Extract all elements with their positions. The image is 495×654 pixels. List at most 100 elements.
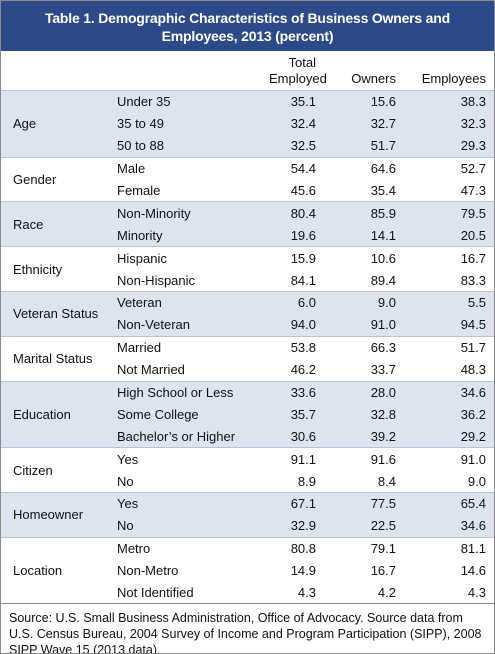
table-row: Citizen Yes 91.1 91.6 91.0 — [1, 448, 494, 478]
cell-value: 84.1 — [290, 272, 316, 288]
cell-value: 29.3 — [460, 138, 486, 154]
cell-value: 5.5 — [467, 295, 486, 311]
cell-value: 8.4 — [377, 473, 396, 489]
table-row: 50 to 88 32.5 51.7 29.3 — [1, 135, 494, 157]
row-group: Education High School or Less 33.6 28.0 34.6… — [1, 381, 494, 448]
row-label: Female — [117, 183, 161, 198]
group-label: Gender — [13, 172, 57, 188]
table-row: Location Metro 80.8 79.1 81.1 — [1, 537, 494, 578]
row-label: Male — [117, 161, 146, 177]
cell-value: 9.0 — [467, 473, 486, 489]
cell-value: 85.9 — [370, 205, 396, 221]
cell-value: 32.3 — [460, 116, 486, 132]
row-group: Race Non-Minority 80.4 85.9 79.5 Minority 19.6… — [1, 201, 494, 247]
source-note: Source: U.S. Small Business Administrati… — [1, 603, 494, 653]
cell-value: 34.6 — [460, 518, 486, 534]
cell-value: 36.2 — [460, 406, 486, 422]
row-group: Ethnicity Hispanic 15.9 10.6 16.7 Non-Hispani… — [1, 246, 494, 292]
row-label: No — [117, 473, 134, 489]
cell-value: 81.1 — [460, 541, 486, 557]
cell-value: 4.3 — [467, 585, 486, 601]
cell-value: 35.7 — [290, 406, 316, 422]
table-row: Homeowner Yes 67.1 77.5 65.4 — [1, 493, 494, 522]
cell-value: 52.7 — [460, 161, 486, 177]
table-row: Education High School or Less 33.6 28.0 34.6 — [1, 381, 494, 422]
group-label: Age — [13, 116, 37, 132]
row-label: Not Married — [117, 362, 185, 378]
cell-value: 38.3 — [460, 94, 486, 110]
header-row: Total Employed Owners Employees — [1, 51, 494, 91]
blank-header — [1, 51, 109, 91]
cell-value: 51.7 — [460, 340, 486, 356]
cell-value: 53.8 — [290, 340, 316, 356]
table-row: No 8.9 8.4 9.0 — [1, 470, 494, 492]
cell-value: 33.6 — [290, 385, 316, 401]
group-label: Citizen — [13, 462, 53, 478]
blank-header — [109, 51, 239, 91]
cell-value: 32.7 — [370, 116, 396, 132]
table-row: Veteran Status Veteran 6.0 9.0 5.5 — [1, 292, 494, 321]
cell-value: 80.8 — [290, 541, 316, 557]
row-label: Non-Hispanic — [117, 272, 196, 288]
cell-value: 8.9 — [297, 473, 316, 489]
cell-value: 30.6 — [290, 428, 316, 444]
row-group: Veteran Status Veteran 6.0 9.0 5.5 Non-Vetera… — [1, 291, 494, 337]
cell-value: 79.1 — [370, 541, 396, 557]
row-group: Gender Male 54.4 64.6 52.7 Female 45.6 35.4 47.3 — [1, 157, 494, 202]
cell-value: 94.5 — [460, 317, 486, 333]
cell-value: 15.6 — [370, 94, 396, 110]
column-header: Total Employed — [269, 55, 327, 86]
row-group: Age Under 35 35.1 15.6 38.3 35 to 49 32.4 32.7 3… — [1, 90, 494, 158]
row-label: Minority — [117, 227, 163, 243]
row-label: 35 to 49 — [117, 116, 164, 132]
row-group: Location Metro 80.8 79.1 81.1 Non-Metro 14.9 16… — [1, 537, 494, 603]
cell-value: 28.0 — [370, 385, 396, 401]
cell-value: 15.9 — [290, 250, 316, 266]
group-label: Marital Status — [13, 351, 93, 367]
cell-value: 16.7 — [460, 250, 486, 266]
cell-value: 91.0 — [370, 317, 396, 333]
cell-value: 35.4 — [370, 183, 396, 198]
table-row: Age Under 35 35.1 15.6 38.3 — [1, 91, 494, 131]
cell-value: 35.1 — [290, 94, 316, 110]
table-row: Non-Metro 14.9 16.7 14.6 — [1, 560, 494, 582]
cell-value: 10.6 — [370, 250, 396, 266]
row-group: Marital Status Married 53.8 66.3 51.7 Not Mar… — [1, 336, 494, 381]
cell-value: 4.2 — [377, 585, 396, 601]
cell-value: 14.1 — [370, 227, 396, 243]
cell-value: 32.5 — [290, 138, 316, 154]
cell-value: 83.3 — [460, 272, 486, 288]
table-row: 35 to 49 32.4 32.7 32.3 — [1, 113, 494, 135]
table-title: Table 1. Demographic Characteristics of … — [1, 1, 494, 51]
row-label: Not Identified — [117, 585, 194, 601]
cell-value: 6.0 — [297, 295, 316, 311]
row-label: Yes — [117, 451, 139, 467]
table-row: Minority 19.6 14.1 20.5 — [1, 224, 494, 246]
cell-value: 94.0 — [290, 317, 316, 333]
cell-value: 54.4 — [290, 161, 316, 177]
cell-value: 34.6 — [460, 385, 486, 401]
row-label: No — [117, 518, 134, 534]
cell-value: 32.4 — [290, 116, 316, 132]
cell-value: 33.7 — [370, 362, 396, 378]
table-row: Female 45.6 35.4 47.3 — [1, 180, 494, 202]
cell-value: 91.0 — [460, 451, 486, 467]
row-group: Citizen Yes 91.1 91.6 91.0 No 8.9 8.4 9.0 — [1, 447, 494, 493]
row-label: Veteran — [117, 295, 162, 311]
table-row: Bachelor’s or Higher 30.6 39.2 29.2 — [1, 425, 494, 447]
cell-value: 79.5 — [460, 205, 486, 221]
cell-value: 39.2 — [370, 428, 396, 444]
cell-value: 16.7 — [370, 563, 396, 579]
group-label: Ethnicity — [13, 261, 63, 277]
group-label: Education — [13, 406, 71, 422]
table-row: Ethnicity Hispanic 15.9 10.6 16.7 — [1, 247, 494, 277]
row-label: Non-Minority — [117, 205, 191, 221]
cell-value: 91.6 — [370, 451, 396, 467]
cell-value: 51.7 — [370, 138, 396, 154]
table-row: Not Married 46.2 33.7 48.3 — [1, 359, 494, 381]
cell-value: 14.9 — [290, 563, 316, 579]
row-group: Homeowner Yes 67.1 77.5 65.4 No 32.9 22.5 34.6 — [1, 492, 494, 538]
cell-value: 14.6 — [460, 563, 486, 579]
data-table: Total Employed Owners Employees Age Under 3… — [1, 51, 494, 603]
